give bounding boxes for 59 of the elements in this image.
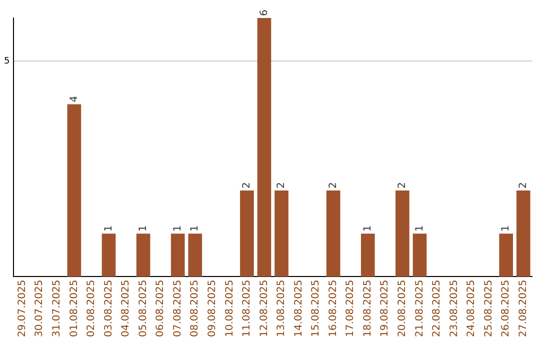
x-tick-label: 21.08.2025 bbox=[414, 280, 426, 338]
data-label: 2 bbox=[328, 182, 339, 188]
x-tick-label: 30.07.2025 bbox=[34, 280, 46, 338]
bar bbox=[326, 190, 340, 277]
bar bbox=[274, 190, 288, 277]
data-label: 2 bbox=[518, 182, 529, 188]
x-tick-label: 16.08.2025 bbox=[328, 280, 339, 338]
data-label: 1 bbox=[500, 225, 512, 232]
x-tick-label: 08.08.2025 bbox=[190, 280, 201, 338]
x-tick-label: 29.07.2025 bbox=[16, 280, 28, 338]
x-tick-label: 19.08.2025 bbox=[380, 280, 391, 338]
x-tick-label: 22.08.2025 bbox=[432, 280, 443, 338]
x-tick-label: 13.08.2025 bbox=[276, 280, 288, 338]
x-tick-label: 15.08.2025 bbox=[310, 280, 322, 338]
data-label: 4 bbox=[68, 96, 80, 102]
bar bbox=[516, 190, 530, 277]
x-tick-label: 26.08.2025 bbox=[500, 280, 512, 338]
x-tick-label: 23.08.2025 bbox=[448, 280, 460, 338]
x-tick-label: 25.08.2025 bbox=[483, 280, 494, 338]
bar bbox=[499, 234, 513, 277]
y-tick-label: 5 bbox=[4, 56, 10, 66]
x-tick-label: 18.08.2025 bbox=[362, 280, 374, 338]
data-label: 1 bbox=[414, 225, 426, 232]
bar bbox=[396, 190, 410, 277]
x-tick-label: 09.08.2025 bbox=[206, 280, 218, 338]
x-tick-label: 07.08.2025 bbox=[172, 280, 184, 338]
x-tick-label: 27.08.2025 bbox=[518, 280, 529, 338]
bar bbox=[170, 234, 185, 277]
data-label: 1 bbox=[190, 225, 201, 232]
bar bbox=[102, 234, 116, 277]
data-label: 1 bbox=[362, 225, 374, 232]
x-tick-label: 05.08.2025 bbox=[138, 280, 149, 338]
x-tick-label: 10.08.2025 bbox=[224, 280, 236, 338]
data-label: 1 bbox=[138, 225, 149, 232]
x-tick-label: 24.08.2025 bbox=[466, 280, 478, 338]
data-label: 6 bbox=[258, 10, 270, 16]
bar bbox=[136, 234, 150, 277]
bar bbox=[240, 190, 254, 277]
data-label: 2 bbox=[242, 182, 253, 188]
x-tick-label: 17.08.2025 bbox=[345, 280, 356, 338]
x-tick-label: 20.08.2025 bbox=[397, 280, 408, 338]
data-label: 2 bbox=[276, 182, 288, 188]
data-label: 2 bbox=[397, 182, 408, 188]
x-tick-label: 12.08.2025 bbox=[258, 280, 270, 338]
x-tick-label: 02.08.2025 bbox=[86, 280, 98, 338]
bar bbox=[360, 234, 375, 277]
x-tick-label: 04.08.2025 bbox=[120, 280, 132, 338]
x-tick-label: 14.08.2025 bbox=[293, 280, 304, 338]
bar bbox=[257, 18, 272, 277]
bar bbox=[412, 234, 427, 277]
x-tick-label: 31.07.2025 bbox=[52, 280, 63, 338]
data-label: 1 bbox=[172, 225, 184, 232]
x-tick-label: 01.08.2025 bbox=[68, 280, 80, 338]
x-tick-label: 06.08.2025 bbox=[155, 280, 166, 338]
data-label: 1 bbox=[103, 225, 114, 232]
bar bbox=[67, 104, 82, 277]
x-tick-label: 11.08.2025 bbox=[242, 280, 253, 338]
bar bbox=[188, 234, 202, 277]
x-tick-label: 03.08.2025 bbox=[103, 280, 114, 338]
